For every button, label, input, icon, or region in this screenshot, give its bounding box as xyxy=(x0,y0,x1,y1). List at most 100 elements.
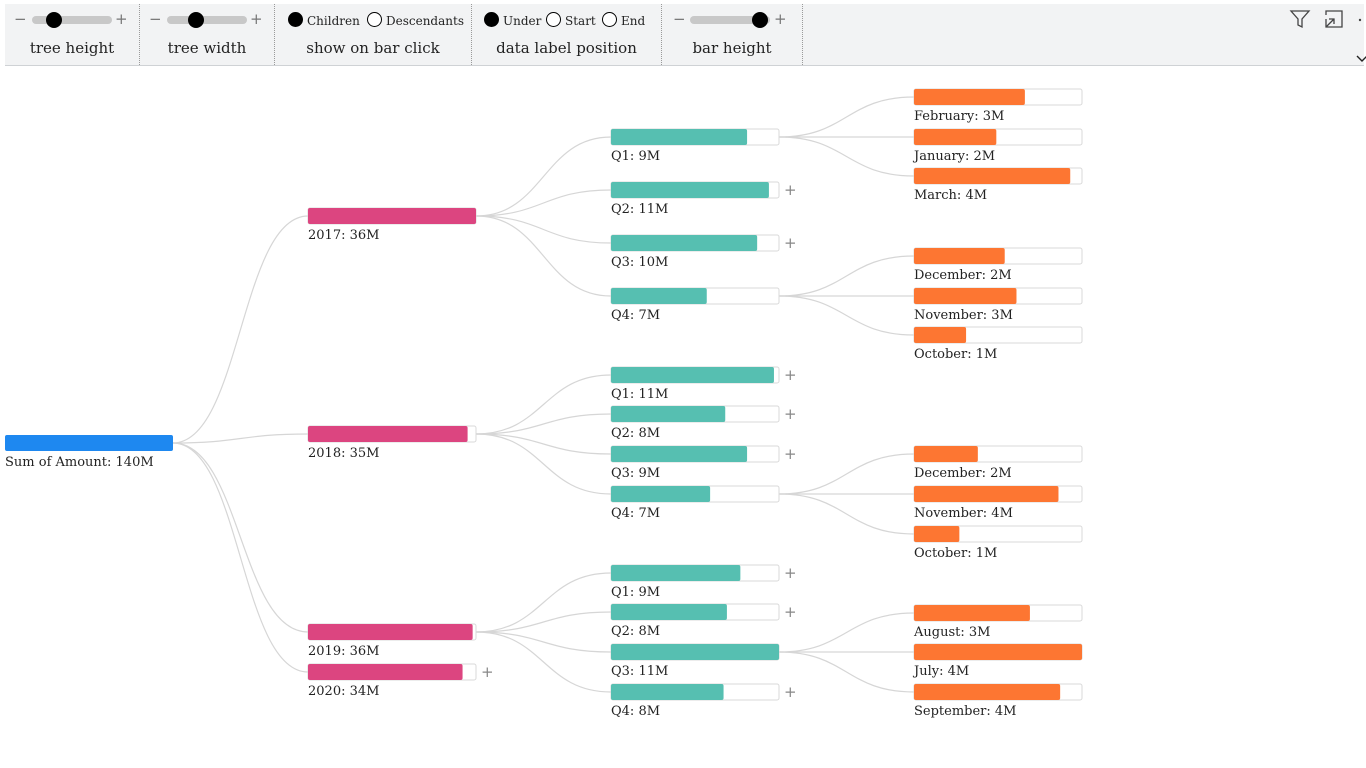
year-bar-0[interactable]: 2017: 36M xyxy=(307,207,477,243)
year-bar-3-fill[interactable] xyxy=(308,664,463,680)
quarter-bar-2-0-fill[interactable] xyxy=(611,565,741,581)
quarter-bar-1-0[interactable]: Q1: 11M + xyxy=(610,366,797,402)
tree-width-slider-handle[interactable] xyxy=(187,12,204,28)
quarter-bar-0-1-expand-icon[interactable]: + xyxy=(784,181,797,199)
quarter-bar-0-3[interactable]: Q4: 7M xyxy=(610,287,780,323)
year-bar-1[interactable]: 2018: 35M xyxy=(307,425,477,461)
tree-width-plus-button[interactable]: + xyxy=(250,10,263,28)
quarter-bar-2-1-fill[interactable] xyxy=(611,604,727,620)
month-bar-0-0-1-fill[interactable] xyxy=(914,129,997,145)
month-bar-2-2-1-fill[interactable] xyxy=(914,644,1082,660)
year-bar-3-expand-icon[interactable]: + xyxy=(481,663,494,681)
radio-children[interactable] xyxy=(288,12,303,27)
tree-width-minus-button[interactable]: − xyxy=(149,10,162,28)
tree-height-slider-handle[interactable] xyxy=(46,12,63,28)
month-bar-0-3-1-fill[interactable] xyxy=(914,288,1017,304)
quarter-bar-0-2-fill[interactable] xyxy=(611,235,758,251)
quarter-bar-0-1-fill[interactable] xyxy=(611,182,769,198)
radio-descendants[interactable] xyxy=(367,12,382,27)
month-bar-1-3-0[interactable]: December: 2M xyxy=(913,445,1083,481)
month-bar-1-3-1[interactable]: November: 4M xyxy=(913,485,1083,521)
year-bar-0-label: 2017: 36M xyxy=(308,228,379,243)
quarter-bar-1-1-label: Q2: 8M xyxy=(611,426,660,441)
data-label-position-label: data label position xyxy=(496,39,637,57)
radio-under[interactable] xyxy=(484,12,499,27)
tree-height-slider[interactable] xyxy=(32,16,112,24)
month-bar-0-0-0[interactable]: February: 3M xyxy=(913,88,1083,124)
radio-start[interactable] xyxy=(546,12,561,27)
month-bar-0-3-2[interactable]: October: 1M xyxy=(913,326,1083,362)
year-bar-3[interactable]: 2020: 34M + xyxy=(307,663,494,699)
focus-mode-icon[interactable] xyxy=(1323,8,1345,30)
month-bar-0-3-2-fill[interactable] xyxy=(914,327,967,343)
quarter-bar-1-0-expand-icon[interactable]: + xyxy=(784,366,797,384)
quarter-bar-1-3-label: Q4: 7M xyxy=(611,506,660,521)
filter-icon[interactable] xyxy=(1289,8,1311,30)
month-bar-0-0-2[interactable]: March: 4M xyxy=(913,167,1083,203)
quarter-bar-1-0-label: Q1: 11M xyxy=(611,387,668,402)
root-bar-fill[interactable] xyxy=(5,435,173,451)
quarter-bar-0-2-expand-icon[interactable]: + xyxy=(784,234,797,252)
radio-end[interactable] xyxy=(602,12,617,27)
year-bar-0-fill[interactable] xyxy=(308,208,476,224)
quarter-bar-1-2-fill[interactable] xyxy=(611,446,748,462)
quarter-bar-1-3[interactable]: Q4: 7M xyxy=(610,485,780,521)
tree-link xyxy=(172,442,309,673)
quarter-bar-1-3-fill[interactable] xyxy=(611,486,711,502)
quarter-bar-1-1-expand-icon[interactable]: + xyxy=(784,405,797,423)
month-bar-0-0-0-fill[interactable] xyxy=(914,89,1025,105)
quarter-bar-0-0[interactable]: Q1: 9M xyxy=(610,128,780,164)
visual-toolbar: − + tree height − + tree width Children … xyxy=(5,4,1366,66)
tree-height-minus-button[interactable]: − xyxy=(14,10,27,28)
quarter-bar-2-1[interactable]: Q2: 8M + xyxy=(610,603,797,639)
month-bar-0-3-0-fill[interactable] xyxy=(914,248,1005,264)
month-bar-2-2-1[interactable]: July: 4M xyxy=(912,643,1083,679)
quarter-bar-2-1-expand-icon[interactable]: + xyxy=(784,603,797,621)
month-bar-1-3-2-fill[interactable] xyxy=(914,526,960,542)
month-bar-1-3-1-fill[interactable] xyxy=(914,486,1059,502)
quarter-bar-1-2-expand-icon[interactable]: + xyxy=(784,445,797,463)
month-bar-2-2-0[interactable]: August: 3M xyxy=(913,604,1083,640)
month-bar-2-2-2[interactable]: September: 4M xyxy=(913,683,1083,719)
quarter-bar-2-3-expand-icon[interactable]: + xyxy=(784,683,797,701)
month-bar-2-2-2-fill[interactable] xyxy=(914,684,1061,700)
month-bar-0-3-1[interactable]: November: 3M xyxy=(913,287,1083,323)
bar-height-plus-button[interactable]: + xyxy=(774,10,787,28)
month-bar-1-3-0-fill[interactable] xyxy=(914,446,978,462)
more-options-icon[interactable] xyxy=(1357,8,1365,30)
quarter-bar-1-2[interactable]: Q3: 9M + xyxy=(610,445,797,481)
quarter-bar-1-1[interactable]: Q2: 8M + xyxy=(610,405,797,441)
quarter-bar-0-1[interactable]: Q2: 11M + xyxy=(610,181,797,217)
month-bar-2-2-2-label: September: 4M xyxy=(914,704,1017,719)
month-bar-0-3-0[interactable]: December: 2M xyxy=(913,247,1083,283)
quarter-bar-1-1-fill[interactable] xyxy=(611,406,726,422)
quarter-bar-2-1-label: Q2: 8M xyxy=(611,624,660,639)
quarter-bar-2-0-expand-icon[interactable]: + xyxy=(784,564,797,582)
month-bar-0-0-1[interactable]: January: 2M xyxy=(912,128,1083,164)
month-bar-0-0-2-fill[interactable] xyxy=(914,168,1071,184)
tree-link xyxy=(475,215,612,244)
bar-height-slider-handle[interactable] xyxy=(752,12,769,28)
bar-height-slider[interactable] xyxy=(690,16,770,24)
tree-height-plus-button[interactable]: + xyxy=(115,10,128,28)
quarter-bar-2-3[interactable]: Q4: 8M + xyxy=(610,683,797,719)
chevron-down-icon[interactable] xyxy=(1355,54,1366,64)
quarter-bar-0-3-fill[interactable] xyxy=(611,288,707,304)
month-bar-1-3-2[interactable]: October: 1M xyxy=(913,525,1083,561)
month-bar-2-2-0-fill[interactable] xyxy=(914,605,1030,621)
quarter-bar-2-0[interactable]: Q1: 9M + xyxy=(610,564,797,600)
tree-link xyxy=(778,136,915,177)
quarter-bar-2-3-fill[interactable] xyxy=(611,684,724,700)
quarter-bar-2-2-fill[interactable] xyxy=(611,644,779,660)
quarter-bar-2-2[interactable]: Q3: 11M xyxy=(610,643,780,679)
year-bar-2-fill[interactable] xyxy=(308,624,473,640)
year-bar-1-fill[interactable] xyxy=(308,426,468,442)
tree-link xyxy=(778,255,915,297)
tree-width-slider[interactable] xyxy=(167,16,247,24)
quarter-bar-0-0-fill[interactable] xyxy=(611,129,748,145)
root-bar[interactable]: Sum of Amount: 140M xyxy=(5,435,173,470)
quarter-bar-1-0-fill[interactable] xyxy=(611,367,774,383)
bar-height-minus-button[interactable]: − xyxy=(673,10,686,28)
quarter-bar-0-2[interactable]: Q3: 10M + xyxy=(610,234,797,270)
year-bar-2[interactable]: 2019: 36M xyxy=(307,623,477,659)
